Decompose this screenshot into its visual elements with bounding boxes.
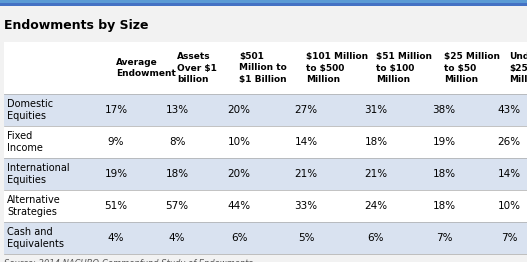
Text: 31%: 31%	[365, 105, 387, 115]
Text: Alternative
Strategies: Alternative Strategies	[7, 195, 61, 217]
Text: 57%: 57%	[165, 201, 189, 211]
Text: 14%: 14%	[295, 137, 318, 147]
Text: 4%: 4%	[169, 233, 186, 243]
Text: 19%: 19%	[104, 169, 128, 179]
Text: $101 Million
to $500
Million: $101 Million to $500 Million	[306, 52, 368, 84]
Text: Endowments by Size: Endowments by Size	[4, 19, 149, 32]
Text: 43%: 43%	[497, 105, 521, 115]
Bar	[4, 158, 527, 190]
Text: 14%: 14%	[497, 169, 521, 179]
Text: 17%: 17%	[104, 105, 128, 115]
Text: 38%: 38%	[433, 105, 455, 115]
Text: $501
Million to
$1 Billion: $501 Million to $1 Billion	[239, 52, 287, 84]
Text: 9%: 9%	[108, 137, 124, 147]
Text: 24%: 24%	[365, 201, 387, 211]
Bar	[4, 94, 527, 126]
Text: 18%: 18%	[365, 137, 387, 147]
Text: 6%: 6%	[368, 233, 384, 243]
Bar	[4, 190, 527, 222]
Text: 19%: 19%	[433, 137, 455, 147]
Bar	[0, 3, 527, 6]
Bar	[4, 42, 527, 94]
Text: Average
Endowment: Average Endowment	[116, 58, 176, 78]
Text: Source: 2014 NACUBO-Commonfund Study of Endowments: Source: 2014 NACUBO-Commonfund Study of …	[4, 259, 253, 262]
Text: 8%: 8%	[169, 137, 186, 147]
Bar	[0, 0, 527, 3]
Bar	[4, 126, 527, 158]
Text: $25 Million
to $50
Million: $25 Million to $50 Million	[444, 52, 500, 84]
Text: 7%: 7%	[501, 233, 517, 243]
Text: 18%: 18%	[433, 201, 455, 211]
Text: Cash and
Equivalents: Cash and Equivalents	[7, 227, 64, 249]
Text: International
Equities: International Equities	[7, 163, 70, 185]
Text: Assets
Over $1
billion: Assets Over $1 billion	[177, 52, 217, 84]
Text: 21%: 21%	[295, 169, 318, 179]
Text: 7%: 7%	[436, 233, 452, 243]
Bar	[4, 222, 527, 254]
Text: 21%: 21%	[365, 169, 387, 179]
Text: 26%: 26%	[497, 137, 521, 147]
Text: 18%: 18%	[433, 169, 455, 179]
Text: 44%: 44%	[228, 201, 250, 211]
Text: 5%: 5%	[298, 233, 314, 243]
Text: 13%: 13%	[165, 105, 189, 115]
Text: 27%: 27%	[295, 105, 318, 115]
Text: 4%: 4%	[108, 233, 124, 243]
Text: 18%: 18%	[165, 169, 189, 179]
Text: 51%: 51%	[104, 201, 128, 211]
Text: 20%: 20%	[228, 105, 250, 115]
Text: Fixed
Income: Fixed Income	[7, 131, 43, 153]
Text: 33%: 33%	[295, 201, 318, 211]
Text: $51 Million
to $100
Million: $51 Million to $100 Million	[376, 52, 432, 84]
Text: Domestic
Equities: Domestic Equities	[7, 99, 53, 121]
Text: 10%: 10%	[497, 201, 521, 211]
Text: 6%: 6%	[231, 233, 247, 243]
Text: 20%: 20%	[228, 169, 250, 179]
Text: 10%: 10%	[228, 137, 250, 147]
Text: Under
$25
Million: Under $25 Million	[509, 52, 527, 84]
